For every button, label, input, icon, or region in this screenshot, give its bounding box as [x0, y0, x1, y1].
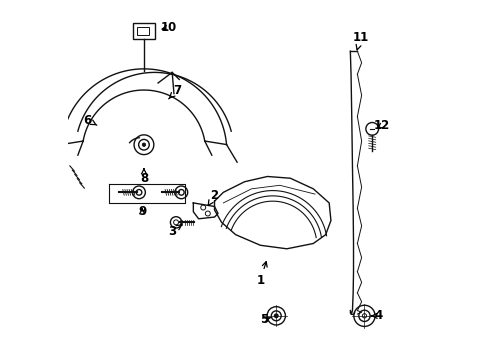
Text: 10: 10 [160, 21, 176, 34]
Text: 7: 7 [168, 84, 181, 99]
Text: 1: 1 [256, 262, 266, 287]
Text: 6: 6 [83, 113, 97, 126]
Text: 9: 9 [138, 205, 146, 218]
Text: 4: 4 [371, 309, 382, 322]
Text: 3: 3 [168, 225, 182, 238]
Text: 5: 5 [259, 313, 270, 326]
Text: 8: 8 [140, 168, 148, 185]
Text: 2: 2 [208, 189, 218, 206]
Text: 11: 11 [352, 31, 368, 50]
Circle shape [142, 143, 145, 147]
Text: 12: 12 [373, 119, 389, 132]
Circle shape [274, 314, 278, 318]
